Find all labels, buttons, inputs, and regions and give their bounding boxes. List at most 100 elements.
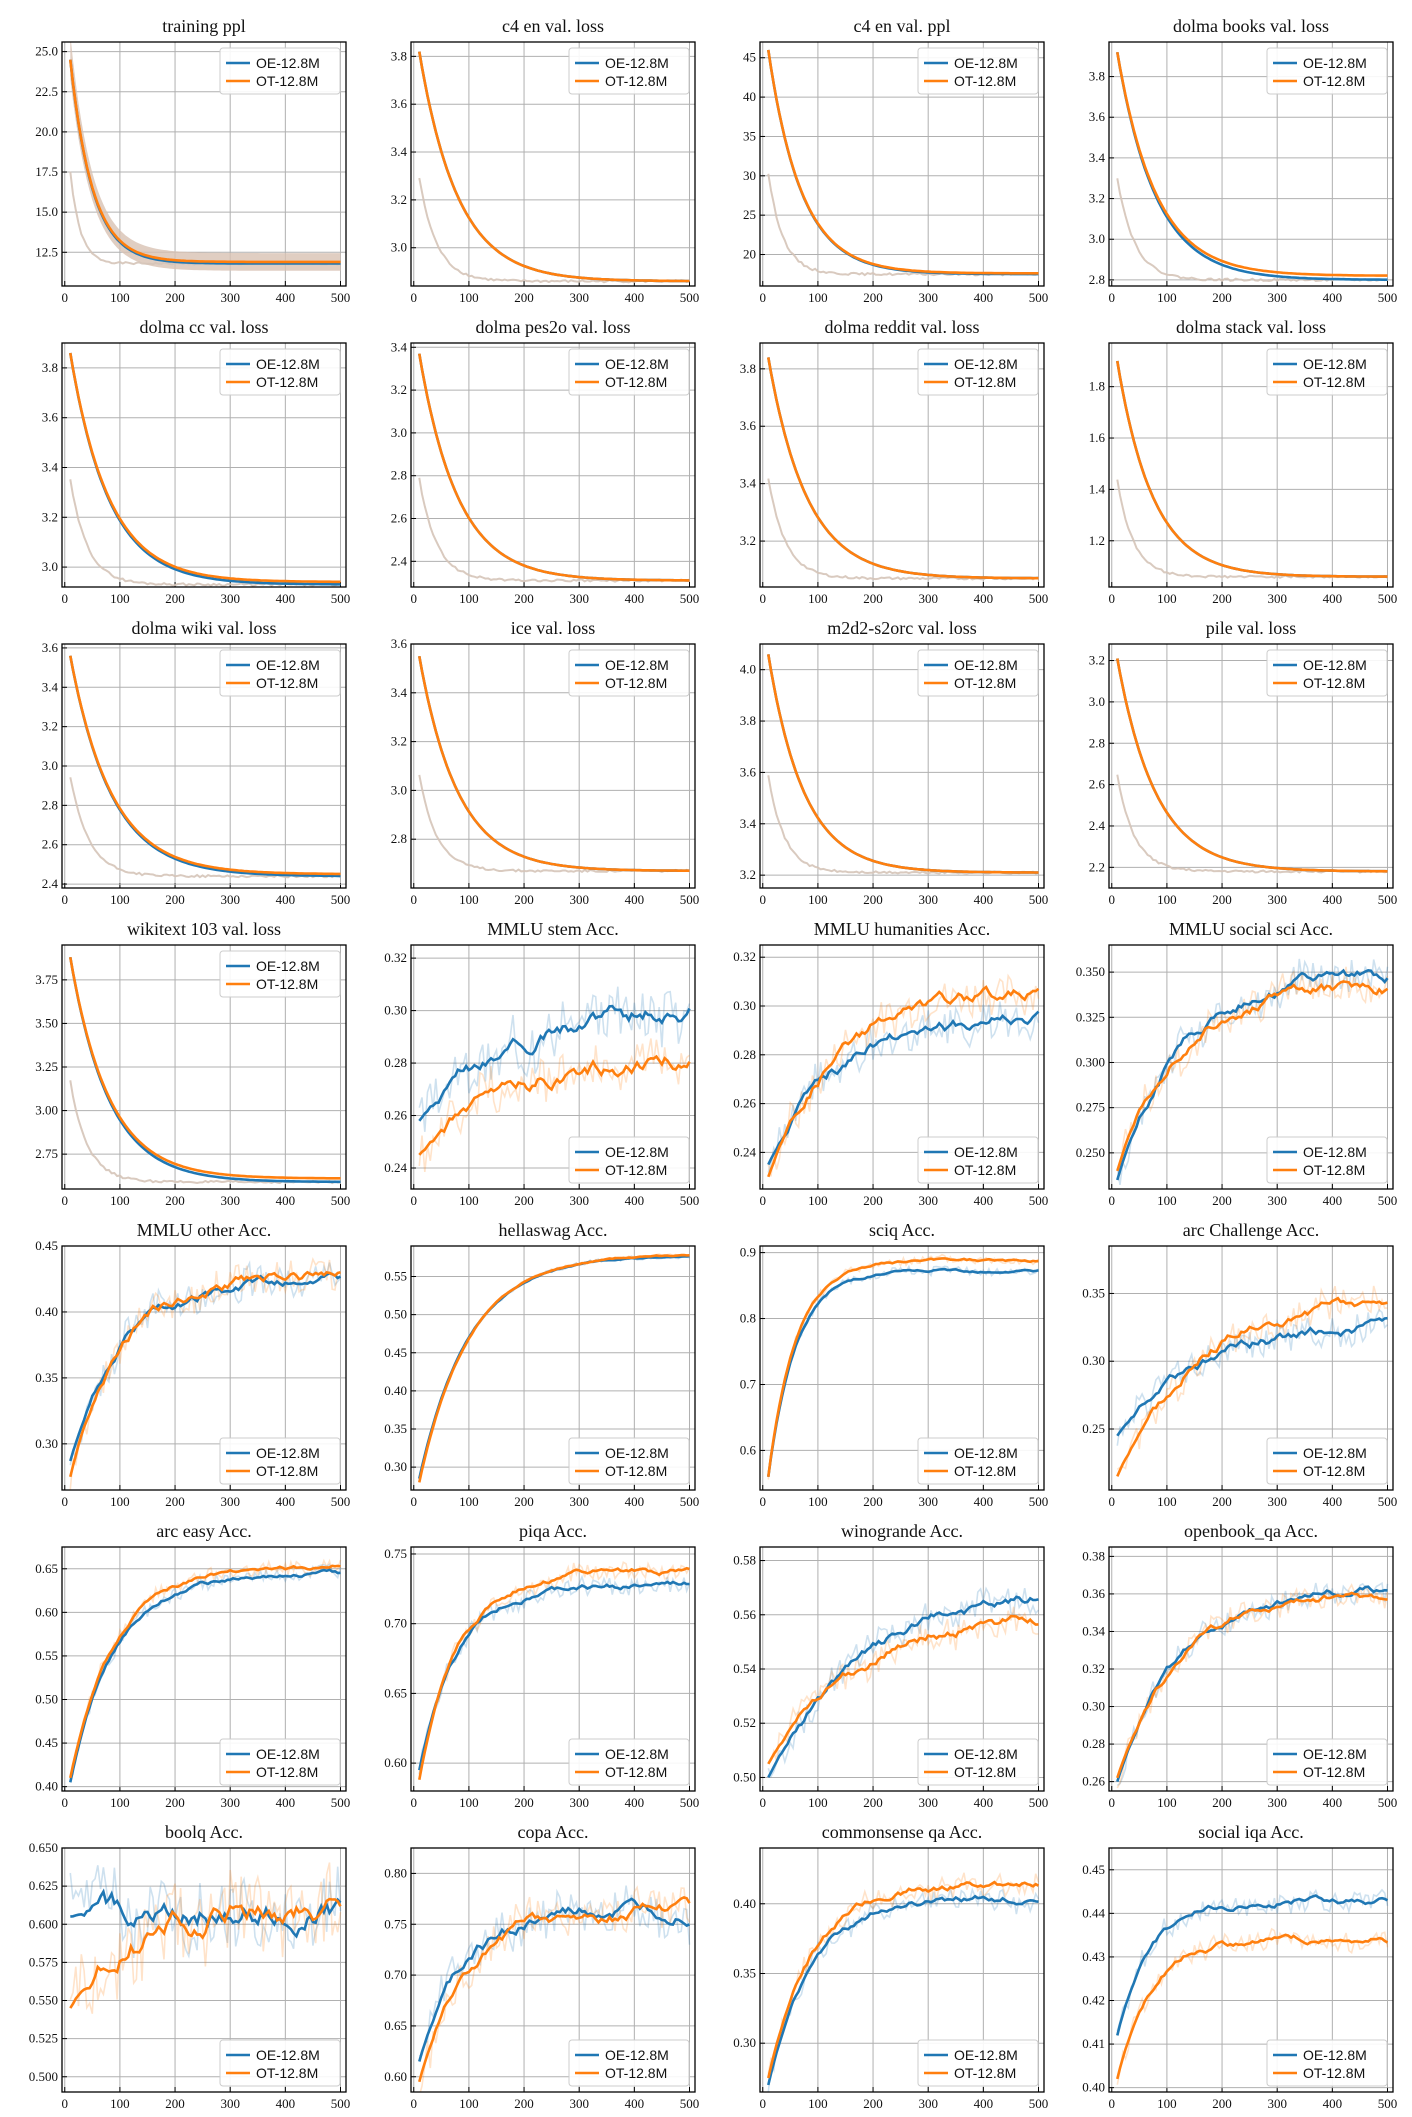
legend-label: OE-12.8M — [954, 657, 1018, 673]
x-tick-label: 500 — [680, 1795, 700, 1810]
y-tick-label: 0.28 — [1082, 1736, 1105, 1751]
chart-panel: winogrande Acc. 0 100 200 300 400 500 0.50 0.52 0… — [706, 1517, 1055, 1815]
y-tick-label: 35 — [743, 128, 756, 143]
chart-svg: dolma stack val. loss 0 100 200 300 400 500 1.2… — [1089, 317, 1397, 606]
series-ot-line — [767, 985, 1040, 1178]
x-tick-label: 300 — [569, 1494, 589, 1509]
x-tick-label: 400 — [1323, 591, 1343, 606]
y-tick-label: 0.55 — [35, 1648, 58, 1663]
y-tick-label: 0.41 — [1082, 2036, 1105, 2051]
legend-label: OE-12.8M — [954, 2047, 1018, 2063]
chart-svg: c4 en val. ppl 0 100 200 300 400 500 20 25 30 35 40… — [743, 16, 1048, 305]
axes-frame — [61, 1847, 347, 2093]
legend-label: OE-12.8M — [605, 55, 669, 71]
y-tick-label: 3.75 — [35, 972, 58, 987]
x-tick-label: 100 — [1157, 892, 1177, 907]
legend-box — [568, 2039, 690, 2087]
chart-panel: dolma wiki val. loss 0 100 200 300 400 500 2.4 2… — [8, 614, 357, 912]
y-tick-label: 0.32 — [733, 949, 756, 964]
series-oe-raw-line — [767, 1887, 1040, 2092]
y-tick-label: 0.75 — [384, 1546, 407, 1561]
series-ot-line — [418, 1566, 690, 1781]
x-tick-label: 300 — [1267, 1193, 1287, 1208]
x-tick-label: 200 — [1212, 1494, 1232, 1509]
y-tick-label: 0.30 — [384, 1459, 407, 1474]
series-oe-line — [767, 1267, 1039, 1477]
axes-frame — [61, 1546, 347, 1792]
series-ot-raw-line — [69, 1862, 342, 2014]
x-tick-label: 0 — [62, 1795, 68, 1810]
chart-svg: piqa Acc. 0 100 200 300 400 500 0.60 0.65 0.70 0.7… — [384, 1521, 700, 1810]
y-tick-label: 0.50 — [733, 1769, 756, 1784]
x-tick-label: 300 — [569, 2096, 589, 2111]
legend-label: OT-12.8M — [605, 73, 667, 89]
x-tick-label: 0 — [411, 1193, 418, 1208]
axes-frame — [1108, 944, 1394, 1190]
y-tick-label: 0.35 — [35, 1370, 58, 1385]
y-tick-label: 0.60 — [384, 1755, 407, 1770]
legend-label: OT-12.8M — [256, 675, 318, 691]
y-tick-label: 0.500 — [29, 2069, 58, 2084]
y-tick-label: 3.0 — [42, 559, 58, 574]
legend-box — [219, 950, 341, 998]
chart-title: sciq Acc. — [869, 1220, 935, 1240]
chart-title: training ppl — [162, 16, 246, 36]
y-tick-label: 3.50 — [35, 1015, 58, 1030]
x-tick-label: 200 — [165, 1494, 185, 1509]
x-tick-label: 400 — [974, 1193, 994, 1208]
chart-panel: MMLU humanities Acc. 0 100 200 300 400 500 0.24… — [706, 915, 1055, 1213]
y-tick-label: 2.2 — [1089, 859, 1105, 874]
x-tick-label: 400 — [276, 1795, 296, 1810]
chart-panel: commonsense qa Acc. 0 100 200 300 400 500 0.30 0… — [706, 1818, 1055, 2116]
x-tick-label: 300 — [220, 290, 240, 305]
x-tick-label: 200 — [514, 892, 534, 907]
chart-title: pile val. loss — [1206, 618, 1297, 638]
x-tick-label: 0 — [62, 290, 68, 305]
y-tick-label: 0.45 — [35, 1735, 58, 1750]
x-tick-label: 500 — [1378, 1795, 1398, 1810]
chart-svg: commonsense qa Acc. 0 100 200 300 400 500 0.30 0… — [733, 1822, 1048, 2111]
chart-svg: dolma pes2o val. loss 0 100 200 300 400 500 2.4… — [391, 317, 699, 606]
y-tick-label: 0.36 — [1082, 1586, 1105, 1601]
y-tick-label: 3.4 — [391, 339, 408, 354]
series-oe-line — [1116, 51, 1388, 281]
y-tick-label: 3.6 — [42, 640, 59, 655]
x-tick-label: 100 — [1157, 2096, 1177, 2111]
chart-svg: dolma cc val. loss 0 100 200 300 400 500 3.0 3.2… — [42, 317, 350, 606]
y-tick-label: 0.65 — [384, 1685, 407, 1700]
y-tick-label: 3.4 — [740, 816, 757, 831]
y-tick-label: 3.0 — [1089, 231, 1105, 246]
y-tick-label: 2.4 — [391, 553, 408, 568]
chart-title: wikitext 103 val. loss — [127, 919, 281, 939]
chart-panel: social iqa Acc. 0 100 200 300 400 500 0.40 0.41 0… — [1055, 1818, 1404, 2116]
y-tick-label: 3.25 — [35, 1059, 58, 1074]
axes-frame — [759, 944, 1045, 1190]
legend-label: OE-12.8M — [1303, 1144, 1367, 1160]
x-tick-label: 100 — [110, 892, 130, 907]
series-oe-raw-line — [767, 478, 1039, 581]
x-tick-label: 0 — [411, 591, 418, 606]
y-tick-label: 0.80 — [384, 1865, 407, 1880]
legend-label: OT-12.8M — [605, 1162, 667, 1178]
legend-label: OE-12.8M — [954, 356, 1018, 372]
y-tick-label: 0.275 — [1076, 1100, 1105, 1115]
y-tick-label: 0.45 — [35, 1238, 58, 1253]
legend-label: OE-12.8M — [1303, 55, 1367, 71]
x-tick-label: 200 — [514, 2096, 534, 2111]
chart-panel: piqa Acc. 0 100 200 300 400 500 0.60 0.65 0.70 0.7… — [357, 1517, 706, 1815]
x-tick-label: 200 — [165, 591, 185, 606]
series-oe-raw-line — [418, 177, 690, 284]
chart-title: boolq Acc. — [165, 1822, 243, 1842]
x-tick-label: 400 — [276, 1193, 296, 1208]
y-tick-label: 0.600 — [29, 1916, 58, 1931]
y-tick-label: 3.2 — [391, 192, 407, 207]
chart-panel: dolma cc val. loss 0 100 200 300 400 500 3.0 3.2… — [8, 313, 357, 611]
legend-label: OT-12.8M — [954, 675, 1016, 691]
legend-box — [219, 1738, 341, 1786]
axes-frame — [61, 944, 347, 1190]
chart-title: commonsense qa Acc. — [822, 1822, 982, 1842]
axes-frame — [410, 944, 696, 1190]
axes-frame — [759, 1546, 1045, 1792]
legend-label: OE-12.8M — [605, 1445, 669, 1461]
y-tick-label: 0.60 — [35, 1604, 58, 1619]
